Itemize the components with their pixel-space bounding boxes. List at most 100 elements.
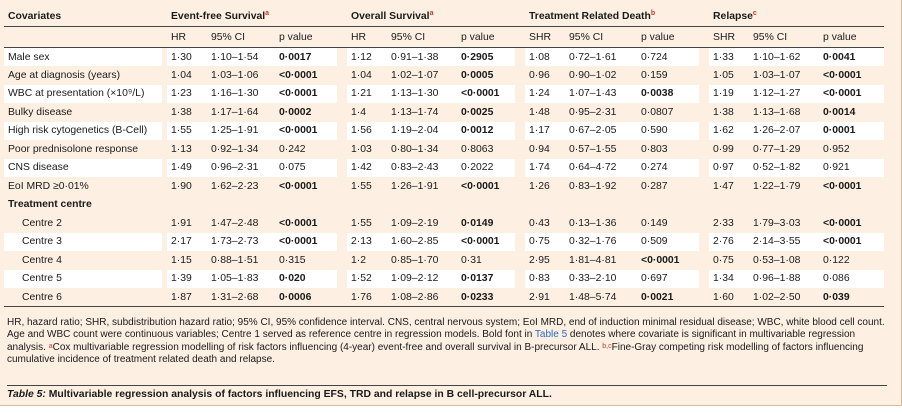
table-5-link[interactable]: Table 5 bbox=[534, 329, 568, 341]
row-label: WBC at presentation (×10⁹/L) bbox=[4, 84, 162, 103]
table-cell: 0·2905 bbox=[457, 47, 516, 66]
table-cell: 0·075 bbox=[275, 158, 338, 177]
col-header: HR bbox=[347, 26, 388, 48]
section-label: Treatment centre bbox=[8, 199, 92, 211]
table-cell: 1·16–1·30 bbox=[207, 84, 275, 103]
table-cell: <0·0001 bbox=[819, 232, 885, 251]
table-cell: 1·25–1·91 bbox=[207, 121, 275, 140]
table-cell: 1·91 bbox=[171, 217, 192, 229]
table-cell: 1·39 bbox=[167, 269, 207, 288]
table-cell: 0·33–2·10 bbox=[565, 269, 638, 288]
table-cell: 0·8063 bbox=[461, 143, 494, 155]
table-cell: 1·62 bbox=[709, 121, 750, 140]
table-cell: 0·31 bbox=[461, 254, 482, 266]
table-cell: 0·94 bbox=[529, 143, 550, 155]
table-row: EoI MRD ≥0·01% 1·90 1·62–2·23 <0·0001 1·55 1·… bbox=[4, 177, 884, 196]
caption-label: Table 5: bbox=[7, 389, 46, 400]
table-row: Centre 2 1·91 1·47–2·48 <0·0001 1·55 1·09–2·1… bbox=[4, 214, 884, 233]
table-cell: 0·32–1·76 bbox=[565, 232, 638, 251]
header-sub-row: HR 95% CI p value HR 95% CI p value SHR … bbox=[4, 26, 885, 48]
table-cell: 0·77–1·29 bbox=[753, 143, 801, 155]
row-label: EoI MRD ≥0·01% bbox=[8, 180, 89, 192]
table-cell: <0·0001 bbox=[279, 69, 318, 81]
table-cell: 2·14–3·55 bbox=[749, 232, 820, 251]
table-caption: Table 5: Multivariable regression analys… bbox=[7, 385, 887, 400]
table-cell: 0·83–2·43 bbox=[387, 158, 458, 177]
col-header: p value bbox=[457, 26, 516, 48]
covariates-header: Covariates bbox=[4, 4, 162, 27]
table-cell: 1·13–1·30 bbox=[387, 84, 458, 103]
table-cell: 1·13–1·74 bbox=[391, 106, 439, 118]
table-cell: 0·95–2·31 bbox=[569, 106, 617, 118]
table-cell: 1·08 bbox=[525, 47, 566, 66]
table-cell: 0·086 bbox=[819, 269, 885, 288]
row-label: Centre 4 bbox=[22, 254, 62, 266]
table-row: Centre 4 1·15 0·88–1·51 0·315 1·2 0·85–1·70 0·… bbox=[4, 251, 884, 270]
table-cell: 1·34 bbox=[709, 269, 750, 288]
table-cell: 0·020 bbox=[275, 269, 338, 288]
table-cell: 1·60–2·85 bbox=[387, 232, 458, 251]
table-cell: 1·21 bbox=[347, 84, 388, 103]
table-cell: 1·10–1·62 bbox=[749, 47, 820, 66]
table-cell: 0·122 bbox=[823, 254, 850, 266]
table-cell: 1·38 bbox=[713, 106, 734, 118]
table-cell: 2·91 bbox=[525, 288, 566, 307]
table-cell: 1·4 bbox=[351, 106, 367, 118]
table-cell: 1·73–2·73 bbox=[207, 232, 275, 251]
table-cell: 0·315 bbox=[279, 254, 306, 266]
table-cell: <0·0001 bbox=[275, 84, 338, 103]
table-cell: <0·0001 bbox=[823, 69, 862, 81]
table-row: Centre 6 1·87 1·31–2·68 0·0006 1·76 1·08–2·86… bbox=[4, 288, 885, 307]
table-cell: 0·803 bbox=[641, 143, 668, 155]
table-row: CNS disease 1·49 0·96–2·31 0·075 1·42 0·83–2·… bbox=[4, 158, 885, 177]
table-cell: 1·26 bbox=[529, 180, 550, 192]
table-cell: 2·76 bbox=[709, 232, 750, 251]
table-cell: 1·05 bbox=[713, 69, 734, 81]
col-header: p value bbox=[819, 26, 885, 48]
table-cell: 0·72–1·61 bbox=[565, 47, 638, 66]
header-group-row: Covariates Event-free Survivala Overall … bbox=[4, 4, 885, 27]
table-cell: 0·80–1·34 bbox=[391, 143, 439, 155]
table-cell: 0·0149 bbox=[461, 217, 494, 229]
table-cell: 0·91–1·38 bbox=[387, 47, 458, 66]
table-cell: 1·10–1·54 bbox=[207, 47, 275, 66]
col-header: 95% CI bbox=[749, 26, 820, 48]
table-cell: 1·76 bbox=[347, 288, 388, 307]
table-cell: 0·57–1·55 bbox=[569, 143, 617, 155]
table-cell: 1·31–2·68 bbox=[207, 288, 275, 307]
table-cell: 1·03–1·07 bbox=[753, 69, 801, 81]
col-header: 95% CI bbox=[565, 26, 638, 48]
table-row: Centre 5 1·39 1·05–1·83 0·020 1·52 1·09–2·12 0… bbox=[4, 269, 885, 288]
table-cell: 1·38 bbox=[171, 106, 192, 118]
table-cell: 0·96–2·31 bbox=[207, 158, 275, 177]
row-label: CNS disease bbox=[4, 158, 162, 177]
table-cell: 0·92–1·34 bbox=[211, 143, 259, 155]
table-cell: 0·67–2·05 bbox=[565, 121, 638, 140]
table-cell: 0·0012 bbox=[457, 121, 516, 140]
table-cell: 1·12–1·27 bbox=[749, 84, 820, 103]
col-header: p value bbox=[275, 26, 338, 48]
table-cell: 1·52 bbox=[347, 269, 388, 288]
row-label: Age at diagnosis (years) bbox=[8, 69, 121, 81]
table-cell: <0·0001 bbox=[823, 180, 862, 192]
table-cell: 1·08–2·86 bbox=[387, 288, 458, 307]
os-group-header: Overall Survivala bbox=[347, 4, 516, 27]
table-cell: 1·87 bbox=[167, 288, 207, 307]
table-cell: 1·55 bbox=[351, 217, 372, 229]
col-header: p value bbox=[637, 26, 700, 48]
table-cell: 0·0137 bbox=[457, 269, 516, 288]
regression-table: Covariates Event-free Survivala Overall … bbox=[4, 4, 885, 307]
table-cell: 1·03–1·06 bbox=[211, 69, 259, 81]
table-cell: 0·43 bbox=[529, 217, 550, 229]
table-cell: 0·509 bbox=[637, 232, 700, 251]
row-label: Centre 2 bbox=[22, 217, 62, 229]
col-header: HR bbox=[167, 26, 207, 48]
table-cell: 1·79–3·03 bbox=[753, 217, 801, 229]
table-cell: 2·95 bbox=[529, 254, 550, 266]
table-cell: 0·99 bbox=[713, 143, 734, 155]
table-cell: 2·33 bbox=[713, 217, 734, 229]
table-row: High risk cytogenetics (B-Cell) 1·55 1·25–… bbox=[4, 121, 885, 140]
table-cell: 1·74 bbox=[525, 158, 566, 177]
table-cell: <0·0001 bbox=[461, 180, 500, 192]
table-cell: 0·0014 bbox=[823, 106, 856, 118]
